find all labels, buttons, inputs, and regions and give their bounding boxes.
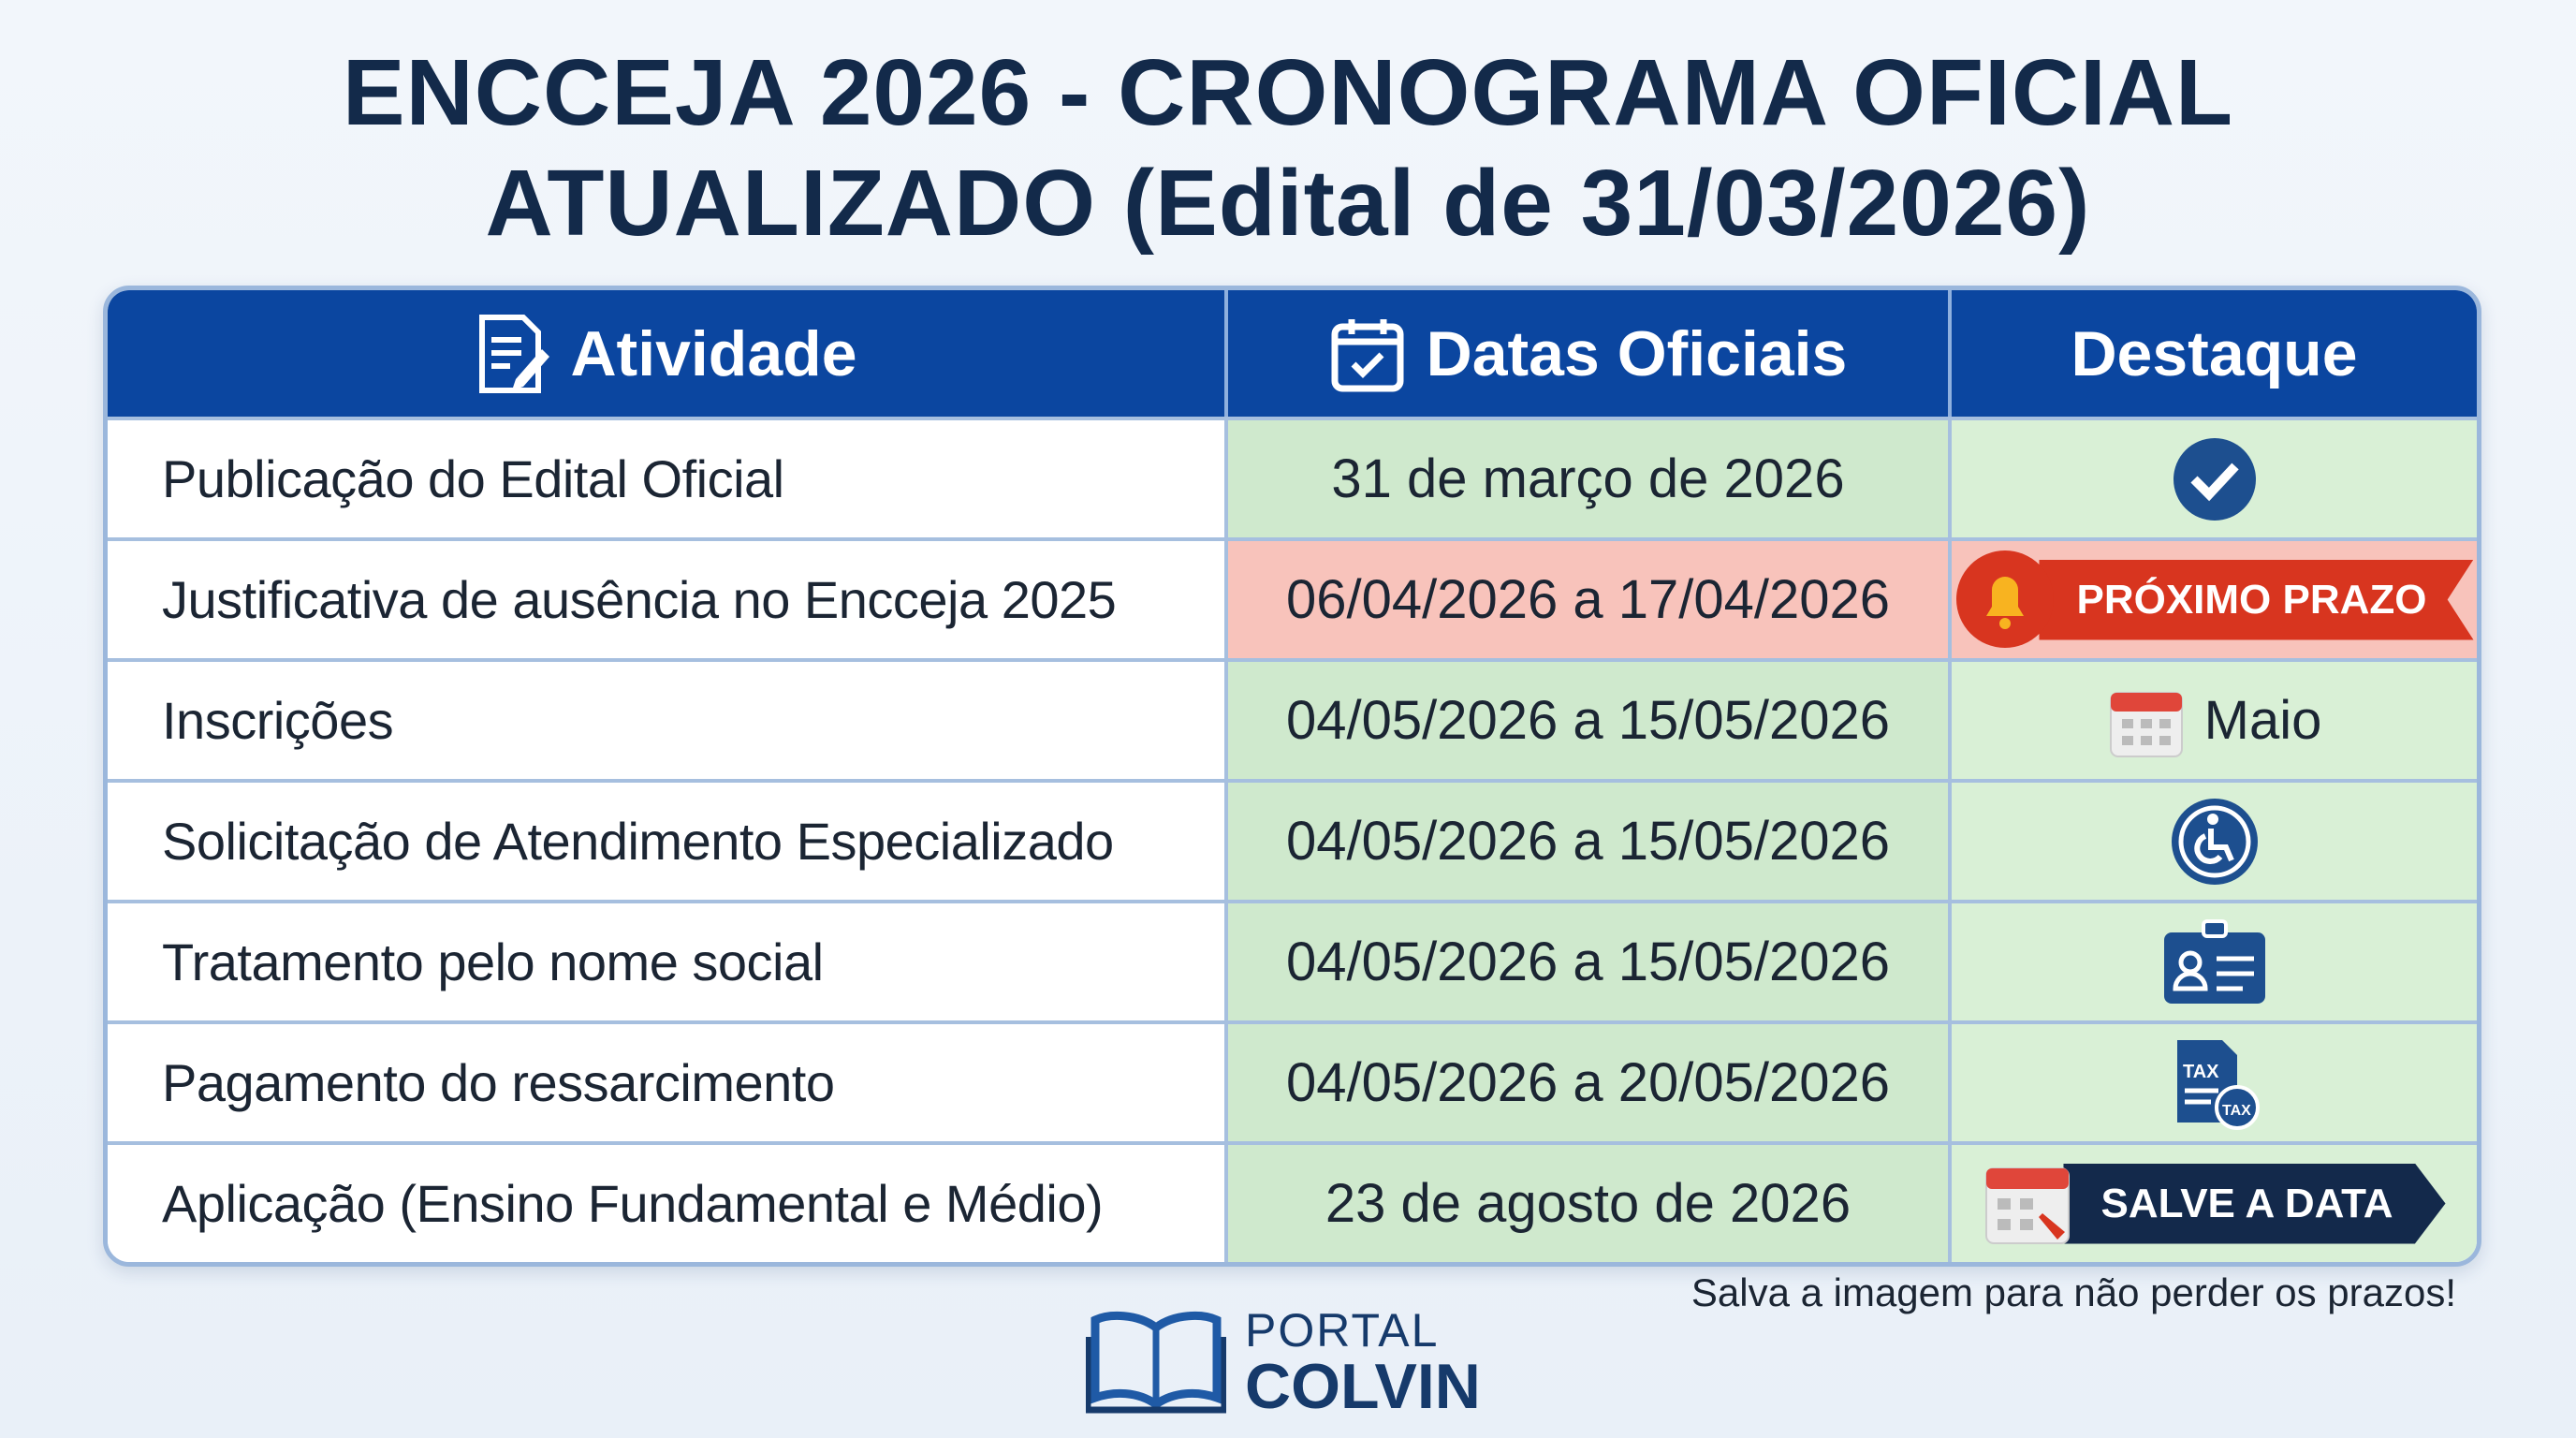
schedule-table: Atividade Datas Oficiais Destaque Public… (103, 286, 2481, 1267)
activity-cell: Solicitação de Atendimento Especializado (108, 783, 1228, 900)
svg-text:TAX: TAX (2183, 1062, 2219, 1082)
activity-cell: Aplicação (Ensino Fundamental e Médio) (108, 1145, 1228, 1262)
badge: SALVE A DATA (1983, 1157, 2446, 1251)
table-header: Atividade Datas Oficiais Destaque (108, 290, 2477, 417)
badge: Maio (2204, 689, 2322, 752)
table-body: Publicação do Edital Oficial 31 de março … (108, 417, 2477, 1262)
activity-cell: Inscrições (108, 662, 1228, 779)
highlight-cell (1952, 783, 2477, 900)
table-row: Pagamento do ressarcimento 04/05/2026 a 2… (108, 1020, 2477, 1141)
footer-note: Salva a imagem para não perder os prazos… (1690, 1270, 2456, 1314)
icon (2173, 437, 2256, 521)
highlight-text: PRÓXIMO PRAZO (2076, 576, 2427, 623)
logo: PORTAL COLVIN (1086, 1306, 1481, 1418)
icon: TAX TAX (2176, 1039, 2260, 1130)
header-label: Atividade (570, 317, 857, 389)
highlight-cell: Maio (1952, 662, 2477, 779)
table-row: Justificativa de ausência no Encceja 202… (108, 537, 2477, 658)
table-row: Tratamento pelo nome social 04/05/2026 a … (108, 900, 2477, 1020)
table-row: Aplicação (Ensino Fundamental e Médio) 23… (108, 1141, 2477, 1262)
header-label: Datas Oficiais (1426, 317, 1848, 389)
highlight-cell (1952, 420, 2477, 537)
date-cell: 04/05/2026 a 15/05/2026 (1228, 662, 1952, 779)
header-cell: Datas Oficiais (1228, 290, 1952, 417)
date-cell: 04/05/2026 a 15/05/2026 (1228, 783, 1952, 900)
activity-cell: Publicação do Edital Oficial (108, 420, 1228, 537)
date-cell: 06/04/2026 a 17/04/2026 (1228, 541, 1952, 658)
highlight-cell: SALVE A DATA (1952, 1145, 2477, 1262)
table-row: Inscrições 04/05/2026 a 15/05/2026 Maio (108, 658, 2477, 779)
icon (2109, 691, 2183, 757)
table-row: Publicação do Edital Oficial 31 de março … (108, 417, 2477, 537)
activity-cell: Justificativa de ausência no Encceja 202… (108, 541, 1228, 658)
svg-text:TAX: TAX (2222, 1103, 2251, 1119)
date-cell: 04/05/2026 a 20/05/2026 (1228, 1024, 1952, 1141)
header-cell: Destaque (1952, 290, 2477, 417)
highlight-cell: TAX TAX (1952, 1024, 2477, 1141)
logo-text: PORTAL COLVIN (1245, 1306, 1481, 1418)
logo-line: COLVIN (1245, 1351, 1481, 1422)
header-label: Destaque (2071, 317, 2358, 389)
activity-cell: Tratamento pelo nome social (108, 903, 1228, 1020)
title: ENCCEJA 2026 - CRONOGRAMA OFICIAL ATUALI… (0, 37, 2576, 258)
icon (2171, 798, 2258, 885)
title-line: ENCCEJA 2026 - CRONOGRAMA OFICIAL (342, 40, 2234, 145)
book-icon (1086, 1311, 1226, 1413)
title-line: ATUALIZADO (Edital de 31/03/2026) (485, 151, 2091, 256)
date-cell: 23 de agosto de 2026 (1228, 1145, 1952, 1262)
activity-cell: Pagamento do ressarcimento (108, 1024, 1228, 1141)
date-cell: 04/05/2026 a 15/05/2026 (1228, 903, 1952, 1020)
highlight-text: Maio (2203, 690, 2322, 751)
icon (2163, 918, 2265, 1004)
date-cell: 31 de março de 2026 (1228, 420, 1952, 537)
highlight-cell (1952, 903, 2477, 1020)
highlight-text: SALVE A DATA (2100, 1180, 2393, 1226)
header-cell: Atividade (108, 290, 1228, 417)
logo-line: PORTAL (1245, 1304, 1440, 1357)
icon (1956, 550, 2055, 648)
doc-icon (479, 314, 550, 393)
badge: PRÓXIMO PRAZO (1954, 549, 2474, 652)
calendar-icon (1331, 318, 1404, 391)
table-row: Solicitação de Atendimento Especializado… (108, 779, 2477, 900)
highlight-cell: PRÓXIMO PRAZO (1952, 541, 2477, 658)
icon (1985, 1167, 2071, 1244)
